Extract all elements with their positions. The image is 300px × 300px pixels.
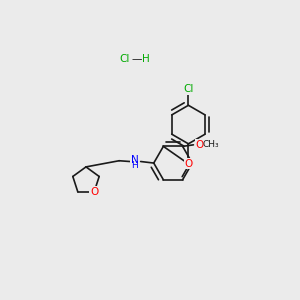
Text: Cl: Cl [183,84,194,94]
Text: CH₃: CH₃ [202,140,219,149]
Text: O: O [90,187,98,197]
Text: N: N [130,155,138,165]
Text: Cl: Cl [119,54,130,64]
Text: O: O [184,159,193,169]
Text: H: H [142,54,150,64]
Text: O: O [196,140,204,150]
Text: H: H [131,161,138,170]
Text: —: — [132,54,142,64]
